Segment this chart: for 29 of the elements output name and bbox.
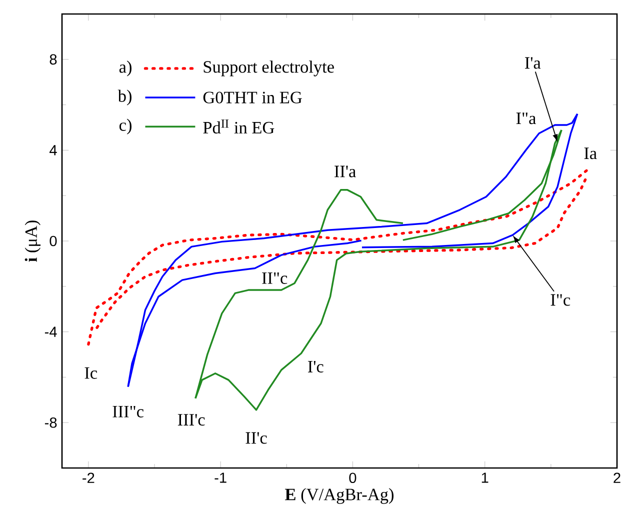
annotation: b) <box>118 90 132 106</box>
y-tick-label: -4 <box>44 326 57 337</box>
y-tick-label: 4 <box>50 145 57 156</box>
x-tick-label: 0 <box>349 472 356 484</box>
annotation: I"a <box>516 112 536 124</box>
legend-label: G0THT in EG <box>203 92 302 104</box>
x-tick-label: 2 <box>614 472 620 483</box>
legend-label: Pd$^{II}$ in EG <box>203 120 274 134</box>
annotation: I"c <box>550 294 570 306</box>
y-tick-label: -8 <box>44 417 57 428</box>
x-tick-label: -1 <box>214 472 226 483</box>
annotation: c) <box>119 118 132 134</box>
x-tick-label: 1 <box>482 472 488 483</box>
annotation: a) <box>119 60 132 76</box>
legend-label: Support electrolyte <box>204 60 334 76</box>
x-tick-label: -2 <box>82 472 94 483</box>
annotation: III'c <box>178 414 205 426</box>
x-axis-title: E (V/AgBr-Ag) <box>285 488 394 504</box>
y-axis-title: i (μA) <box>24 220 40 262</box>
annotation: II"c <box>262 272 288 284</box>
annotation: II'c <box>246 432 267 444</box>
y-tick-label: 0 <box>50 236 57 246</box>
annotation: I'a <box>525 57 541 69</box>
annotation: Ia <box>584 148 597 160</box>
annotation: Ic <box>84 367 98 379</box>
annotation: III"c <box>112 406 144 418</box>
y-tick-label: 8 <box>50 54 57 65</box>
annotation: I'c <box>308 361 324 372</box>
annotation: II'a <box>334 166 356 178</box>
